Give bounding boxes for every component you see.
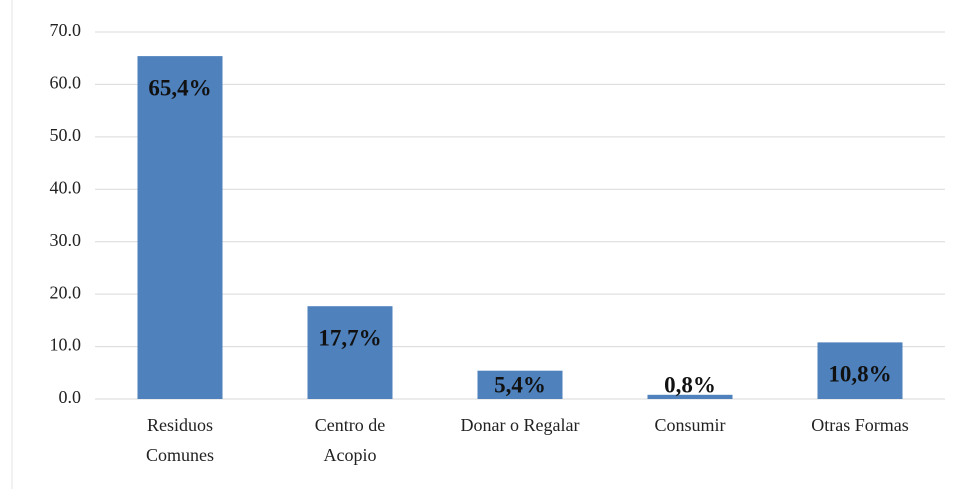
bar	[647, 394, 733, 399]
y-tick-label: 0.0	[59, 387, 82, 407]
x-tick-label: Consumir	[654, 415, 725, 435]
y-tick-label: 40.0	[50, 177, 82, 197]
y-tick-label: 30.0	[50, 230, 82, 250]
bar	[477, 370, 563, 399]
x-tick-label: Residuos	[147, 415, 213, 435]
x-tick-label: Centro de	[315, 415, 385, 435]
value-label: 0,8%	[664, 372, 716, 397]
y-tick-label: 60.0	[50, 73, 82, 93]
x-tick-label: Comunes	[146, 445, 214, 465]
bar	[817, 342, 903, 399]
x-tick-label: Acopio	[324, 445, 377, 465]
y-tick-label: 50.0	[50, 125, 82, 145]
value-label: 10,8%	[828, 362, 891, 387]
value-label: 5,4%	[494, 372, 546, 397]
y-tick-label: 70.0	[50, 20, 82, 40]
value-label: 17,7%	[318, 325, 381, 350]
value-label: 65,4%	[148, 75, 211, 100]
x-tick-label: Otras Formas	[811, 415, 909, 435]
bar	[137, 56, 223, 400]
y-tick-label: 20.0	[50, 282, 82, 302]
bar	[307, 306, 393, 399]
x-tick-label: Donar o Regalar	[461, 415, 580, 435]
y-tick-label: 10.0	[50, 335, 82, 355]
